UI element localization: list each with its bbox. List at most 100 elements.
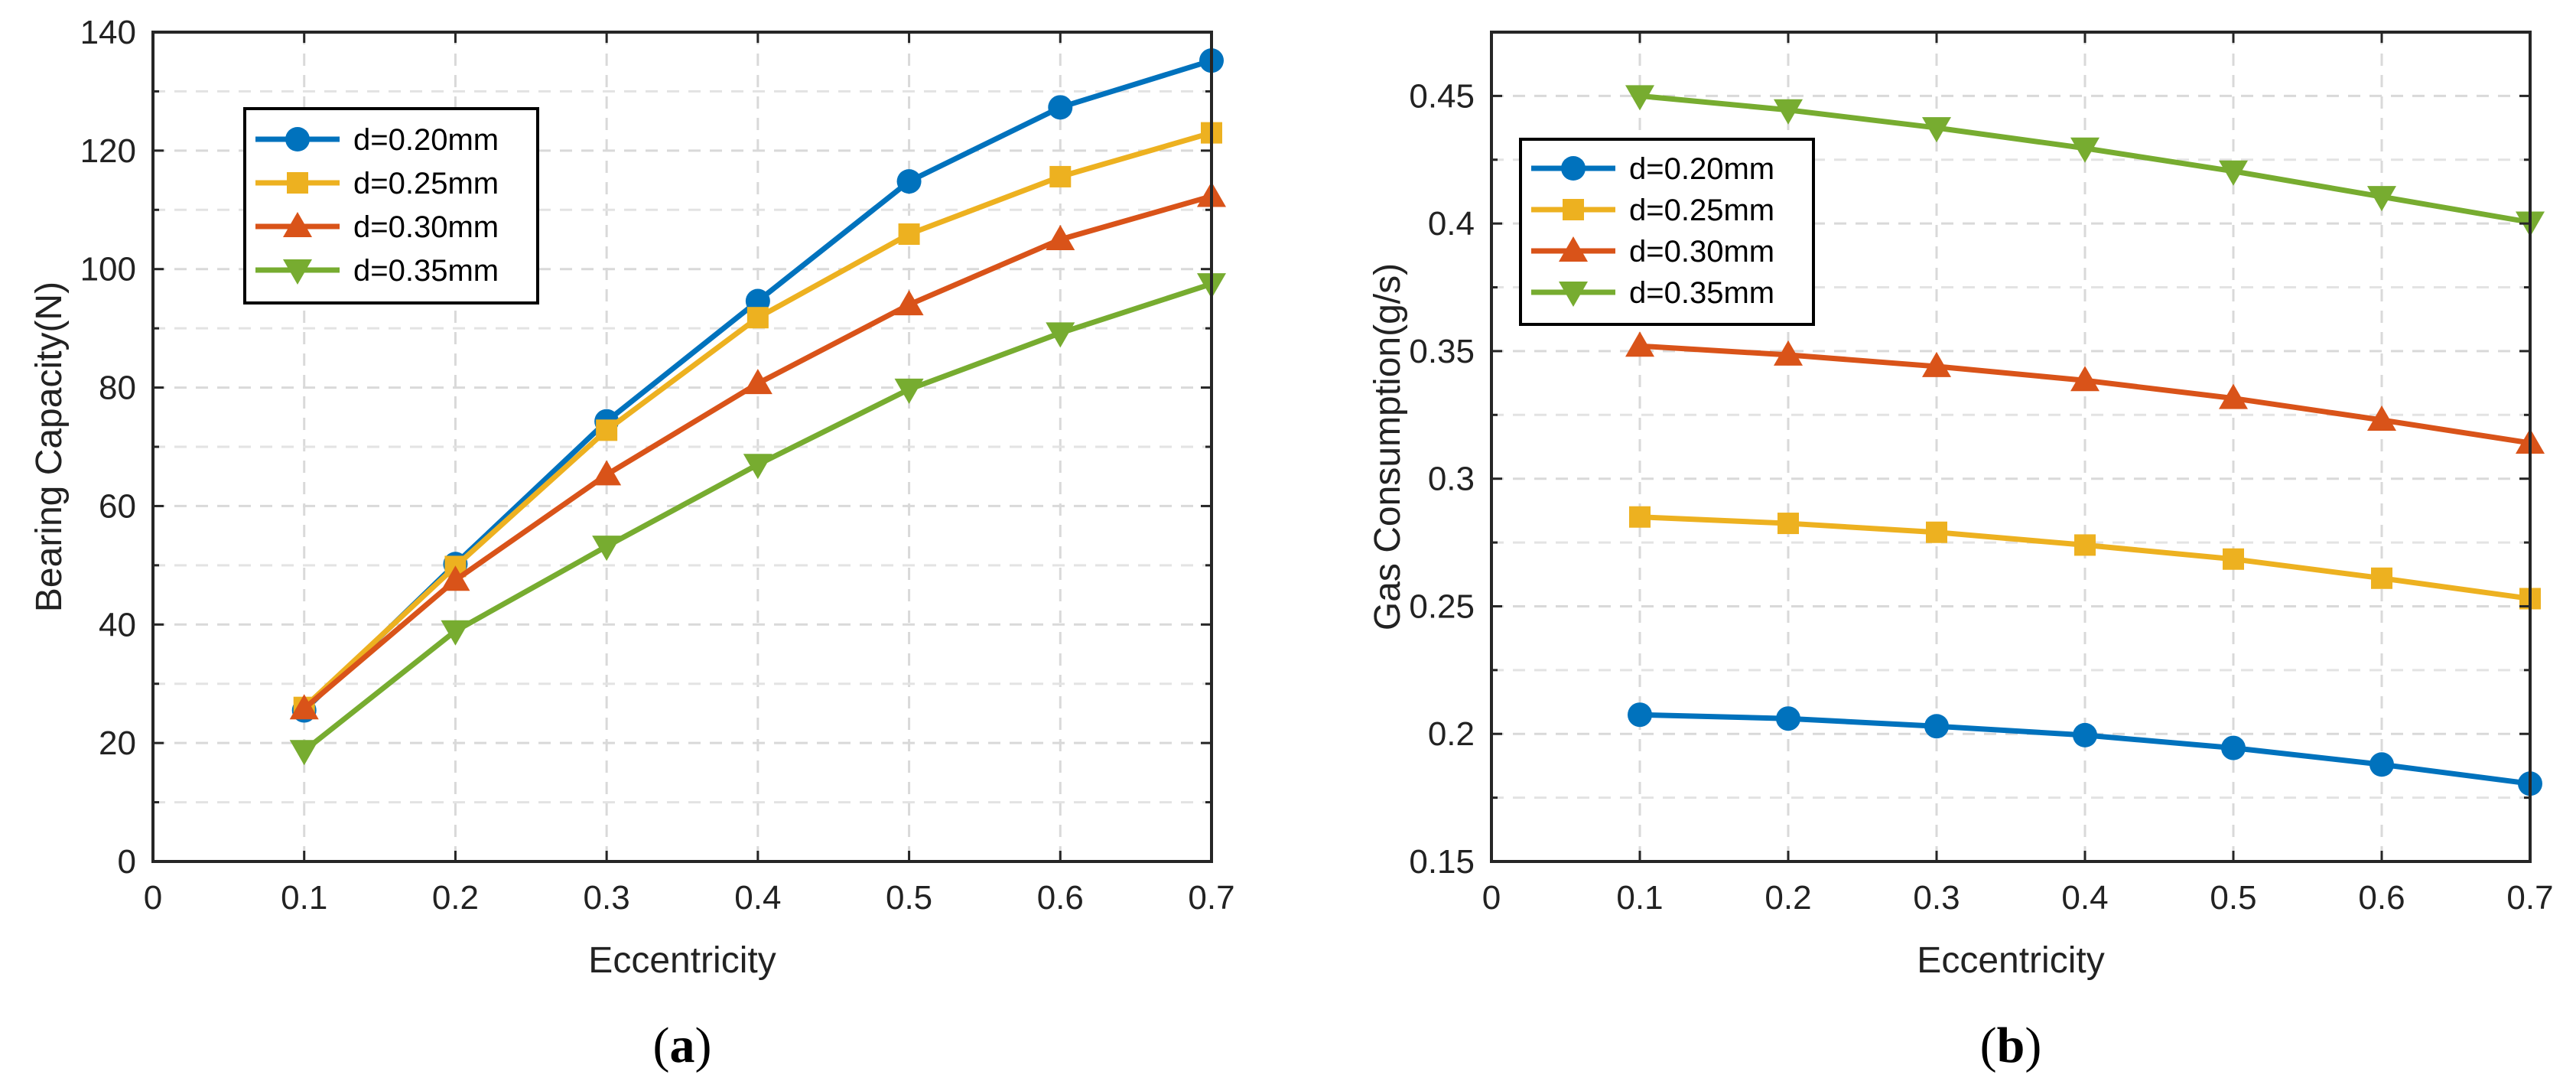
data-point-a-d020-4: [896, 169, 922, 194]
caption-open-paren-b: (: [1980, 1018, 1997, 1073]
caption-open-paren-a: (: [653, 1018, 670, 1073]
y-tick-label-a-6: 120: [80, 132, 136, 170]
legend-marker-a-d025: [287, 172, 308, 194]
data-point-a-d035-0: [289, 740, 319, 766]
data-point-a-d030-1: [441, 565, 470, 591]
x-tick-label-a-1: 0.1: [281, 879, 327, 917]
y-tick-label-a-0: 0: [118, 843, 136, 881]
x-tick-label-b-2: 0.2: [1764, 879, 1811, 917]
legend-a: d=0.20mm d=0.25mm d=0.30mm d=0.35mm: [243, 107, 539, 305]
data-point-b-d035-2: [1922, 117, 1951, 143]
data-point-b-d020-3: [2073, 722, 2097, 747]
data-point-a-d035-4: [894, 378, 924, 404]
data-point-a-d025-4: [898, 223, 920, 246]
plot-frame-a: [151, 31, 1213, 863]
y-tick-label-b-2: 0.25: [1409, 588, 1475, 625]
data-point-b-d025-1: [1778, 513, 1799, 535]
chart-panel-a: 0 0.1 0.2 0.3 0.4 0.5 0.6 0.7 0 20 40 60 80 100 120 140…: [29, 14, 1235, 1073]
data-point-a-d030-4: [894, 290, 924, 316]
legend-marker-b-d035: [1559, 282, 1588, 307]
data-point-a-d025-3: [746, 307, 769, 329]
data-point-b-d025-0: [1629, 506, 1651, 528]
caption-letter-a: a: [670, 1018, 695, 1073]
data-point-a-d035-5: [1046, 322, 1075, 348]
x-tick-label-a-0: 0: [144, 879, 162, 917]
legend-label-a-d030: d=0.30mm: [353, 210, 499, 244]
data-point-b-d035-0: [1625, 85, 1654, 111]
y-tick-label-a-2: 40: [99, 606, 136, 643]
plot-frame-b: [1490, 31, 2532, 863]
legend-marker-a-d020: [285, 127, 310, 151]
x-tick-label-a-2: 0.2: [432, 879, 479, 917]
x-tick-label-b-0: 0: [1482, 879, 1501, 917]
x-tick-label-a-4: 0.4: [734, 879, 781, 917]
data-point-b-d025-5: [2371, 567, 2392, 589]
data-point-a-d035-3: [743, 454, 772, 480]
x-tick-label-b-6: 0.6: [2358, 879, 2405, 917]
x-tick-label-b-7: 0.7: [2506, 879, 2553, 917]
data-point-b-d030-4: [2219, 383, 2248, 409]
panel-caption-b: (b): [1980, 1018, 2042, 1073]
y-tick-label-b-5: 0.4: [1428, 205, 1475, 243]
data-point-b-d030-5: [2367, 405, 2396, 431]
data-point-b-d030-3: [2070, 366, 2100, 392]
legend-marker-b-d020: [1561, 156, 1586, 181]
data-point-a-d025-5: [1049, 165, 1072, 187]
x-axis-label-b: Eccentricity: [1917, 940, 2104, 981]
legend-b: d=0.20mm d=0.25mm d=0.30mm d=0.35mm: [1519, 138, 1815, 326]
data-point-b-d025-2: [1926, 521, 1947, 543]
x-tick-label-b-4: 0.4: [2061, 879, 2108, 917]
y-tick-label-a-4: 80: [99, 370, 136, 407]
data-point-b-d020-5: [2369, 752, 2394, 777]
data-point-b-d035-3: [2070, 137, 2100, 163]
y-tick-label-b-0: 0.15: [1409, 843, 1475, 881]
y-tick-label-b-1: 0.2: [1428, 715, 1475, 753]
legend-label-b-d025: d=0.25mm: [1629, 194, 1774, 227]
x-tick-label-a-5: 0.5: [886, 879, 932, 917]
legend-marker-a-d030: [283, 212, 312, 237]
y-tick-label-b-6: 0.45: [1409, 77, 1475, 115]
data-point-b-d035-1: [1774, 99, 1803, 125]
data-point-b-d025-3: [2074, 534, 2096, 556]
data-point-a-d025-2: [596, 419, 618, 441]
data-point-b-d035-4: [2219, 160, 2248, 186]
y-tick-label-a-7: 140: [80, 14, 136, 51]
data-point-b-d020-1: [1776, 706, 1800, 731]
data-point-a-d030-5: [1046, 225, 1075, 250]
data-point-b-d020-4: [2221, 735, 2246, 760]
legend-label-a-d025: d=0.25mm: [353, 167, 499, 200]
x-tick-label-a-3: 0.3: [584, 879, 630, 917]
x-tick-label-b-5: 0.5: [2210, 879, 2256, 917]
legend-label-b-d020: d=0.20mm: [1629, 152, 1774, 186]
legend-marker-b-d025: [1563, 199, 1584, 220]
y-tick-label-b-4: 0.35: [1409, 333, 1475, 370]
data-point-a-d030-0: [289, 694, 319, 720]
caption-letter-b: b: [1997, 1018, 2025, 1073]
y-tick-label-a-5: 100: [80, 251, 136, 288]
panel-caption-a: (a): [653, 1018, 712, 1073]
data-point-b-d020-2: [1924, 714, 1949, 739]
legend-label-a-d020: d=0.20mm: [353, 123, 499, 157]
x-tick-label-a-7: 0.7: [1188, 879, 1234, 917]
data-point-b-d025-4: [2223, 548, 2244, 570]
data-point-b-d030-2: [1922, 351, 1951, 377]
data-point-a-d035-1: [441, 620, 470, 646]
legend-label-b-d035: d=0.35mm: [1629, 276, 1774, 310]
data-point-b-d020-0: [1628, 702, 1652, 728]
chart-panel-b: 0 0.1 0.2 0.3 0.4 0.5 0.6 0.7 0.15 0.2 0.25 0.3 0.35…: [1368, 31, 2554, 1073]
x-tick-label-b-1: 0.1: [1616, 879, 1663, 917]
y-tick-label-a-3: 60: [99, 487, 136, 525]
caption-close-paren-a: ): [695, 1018, 712, 1073]
data-point-b-d030-1: [1774, 340, 1803, 366]
x-tick-label-b-3: 0.3: [1913, 879, 1960, 917]
y-axis-label-b: Gas Consumption(g/s): [1368, 263, 1408, 630]
y-axis-label-a: Bearing Capacity(N): [29, 282, 70, 612]
data-point-a-d020-5: [1048, 95, 1073, 120]
x-axis-label-a: Eccentricity: [588, 940, 776, 981]
legend-marker-b-d030: [1559, 236, 1588, 262]
data-point-a-d030-3: [743, 369, 772, 395]
data-point-b-d035-5: [2367, 186, 2396, 212]
legend-label-a-d035: d=0.35mm: [353, 254, 499, 288]
data-point-a-d035-2: [592, 536, 622, 562]
